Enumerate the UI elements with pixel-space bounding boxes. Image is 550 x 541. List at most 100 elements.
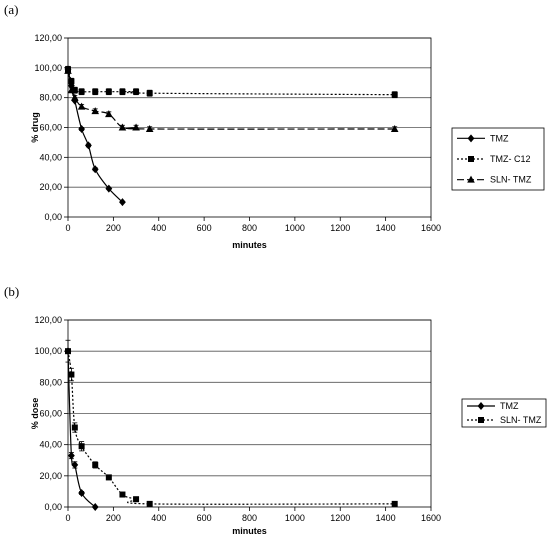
panel-a-y-tick-label: 40,00 (39, 152, 62, 162)
panel-b-x-tick-label: 200 (106, 513, 121, 523)
panel-a-data-point (390, 124, 399, 132)
panel-a-data-point (64, 66, 72, 74)
panel-a-data-point (105, 184, 113, 193)
panel-a-series-line (67, 70, 395, 130)
panel-a-series-line (67, 69, 395, 96)
panel-a-x-tick-label: 400 (151, 223, 166, 233)
panel-a-data-point (85, 141, 92, 150)
panel-b-y-tick-label: 60,00 (39, 409, 62, 419)
panel-b-data-point (78, 443, 85, 450)
panel-b-series-2 (65, 339, 398, 507)
panel-b-data-point (119, 491, 126, 498)
panel-b-legend-label: SLN- TMZ (500, 415, 542, 425)
panel-a-data-point (132, 123, 140, 131)
panel-b-data-point (68, 371, 75, 378)
panel-a-y-tick-label: 20,00 (39, 182, 62, 192)
panel-b-x-tick-label: 1600 (421, 513, 441, 523)
panel-b-x-tick-label: 1200 (330, 513, 350, 523)
panel-a-y-tick-label: 80,00 (39, 93, 62, 103)
panel-b-legend (461, 398, 547, 428)
panel-a-data-point (145, 124, 154, 132)
panel-b-x-tick-label: 400 (151, 513, 166, 523)
panel-a-series-3 (64, 66, 399, 132)
panel-b-x-tick-label: 600 (197, 513, 212, 523)
panel-b-x-tick-label: 800 (242, 513, 257, 523)
panel-a-data-point (92, 88, 99, 95)
panel-b-x-tick-label: 0 (65, 513, 70, 523)
panel-a-legend-marker (467, 175, 475, 183)
panel-a-data-point (119, 198, 126, 207)
panel-a-x-tick-label: 0 (65, 223, 70, 233)
panel-a-y-axis-title: % drug (30, 112, 40, 143)
panel-b-data-point (71, 460, 79, 469)
panel-a-legend-entry: TMZ (457, 133, 509, 143)
panel-b-label: (b) (4, 284, 19, 299)
panel-b-x-axis-title: minutes (232, 526, 267, 536)
panel-a-data-point (67, 86, 76, 94)
panel-b-legend-label: TMZ (500, 401, 519, 411)
panel-a-data-point (133, 88, 140, 95)
panel-a-legend-marker (468, 156, 474, 162)
panel-b-legend-entry: SLN- TMZ (467, 415, 542, 425)
panel-a-data-point (119, 88, 126, 95)
panel-b-y-tick-label: 80,00 (39, 377, 62, 387)
panel-a-x-tick-label: 1000 (285, 223, 305, 233)
panel-a-y-tick-label: 100,00 (34, 63, 62, 73)
panel-b-x-tick-label: 1400 (376, 513, 396, 523)
panel-a-data-point (71, 87, 78, 94)
panel-a-data-point (146, 90, 153, 97)
panel-a-legend-label: TMZ (490, 133, 509, 143)
panel-a-x-tick-label: 800 (242, 223, 257, 233)
panel-b-y-tick-label: 20,00 (39, 471, 62, 481)
panel-b-legend-marker (478, 417, 484, 423)
panel-b-y-tick-label: 120,00 (34, 315, 62, 325)
panel-a-x-tick-label: 1600 (421, 223, 441, 233)
panel-b-data-point (146, 500, 153, 507)
panel-a-x-tick-label: 200 (106, 223, 121, 233)
panel-a-data-point (91, 107, 100, 115)
panel-a-y-tick-label: 60,00 (39, 123, 62, 133)
panel-b-legend-entry: TMZ (467, 401, 519, 411)
panel-a-data-point (78, 88, 85, 95)
panel-b-data-point (105, 474, 112, 481)
panel-b-x-tick-label: 1000 (285, 513, 305, 523)
panel-a-series-2 (65, 65, 398, 99)
panel-a-x-tick-label: 600 (197, 223, 212, 233)
panel-a-data-point (105, 88, 112, 95)
panel-a-data-point (105, 110, 113, 118)
panel-b-y-tick-label: 100,00 (34, 346, 62, 356)
panel-a-label: (a) (4, 2, 18, 17)
panel-a-x-axis-title: minutes (232, 240, 267, 250)
panel-a-legend-label: SLN- TMZ (490, 175, 532, 185)
panel-a-y-tick-label: 0,00 (44, 212, 62, 222)
panel-b-data-point (78, 488, 86, 497)
panel-b-y-tick-label: 40,00 (39, 440, 62, 450)
panel-a-data-point (77, 102, 86, 110)
panel-a-data-point (118, 123, 127, 131)
panel-a-data-point (71, 93, 79, 101)
panel-b-y-axis-title: % dose (30, 398, 40, 430)
panel-b-data-point (65, 348, 71, 355)
panel-b-data-point (92, 461, 99, 468)
panel-a-legend-marker (467, 134, 475, 143)
panel-b-y-tick-label: 0,00 (44, 502, 62, 512)
panel-a-legend-entry: SLN- TMZ (457, 175, 532, 185)
panel-a-legend-entry: TMZ- C12 (457, 154, 531, 164)
panel-b-data-point (391, 500, 398, 507)
panel-a-data-point (391, 91, 398, 98)
panel-b-data-point (133, 496, 140, 503)
panel-a-legend-label: TMZ- C12 (490, 154, 531, 164)
panel-b-data-point (91, 503, 99, 511)
panel-b-legend-marker (477, 402, 485, 410)
panel-a-data-point (78, 124, 86, 133)
panel-a-data-point (68, 78, 75, 85)
panel-b-data-point (68, 451, 75, 460)
panel-b-data-point (71, 424, 78, 431)
panel-a-data-point (91, 165, 99, 174)
panel-a-y-tick-label: 120,00 (34, 33, 62, 43)
panel-a-x-tick-label: 1400 (376, 223, 396, 233)
panel-a-series-1 (64, 65, 126, 207)
panel-b-series-line (67, 351, 395, 505)
panel-a-x-tick-label: 1200 (330, 223, 350, 233)
